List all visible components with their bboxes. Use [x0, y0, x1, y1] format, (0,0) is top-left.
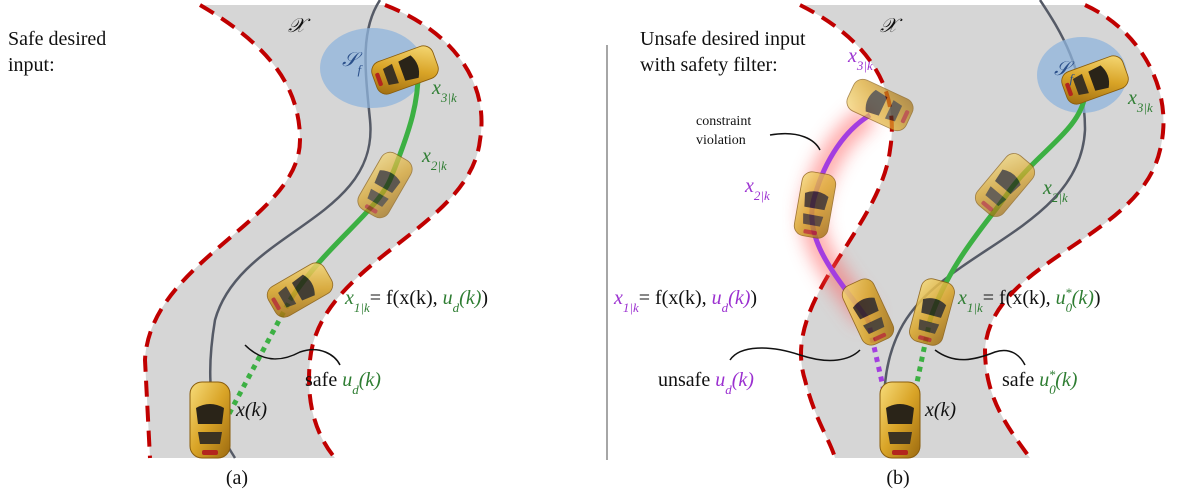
symbol: x — [421, 145, 431, 167]
superscript: * — [1049, 367, 1056, 382]
equation: = f(x(k), — [983, 287, 1056, 309]
equation: ) — [481, 287, 488, 309]
heading: input: — [8, 54, 55, 76]
subscript: 3|k — [1136, 100, 1153, 115]
subscript: 3|k — [440, 90, 457, 105]
state-label: x3|k — [431, 77, 457, 105]
subscript: 2|k — [431, 158, 447, 173]
road-boundary — [142, 3, 303, 459]
symbol: x — [1042, 177, 1052, 199]
caption: (b) — [886, 467, 909, 489]
subscript: d — [725, 382, 732, 397]
symbol: x — [1127, 87, 1137, 109]
input-arg: (k) — [1072, 287, 1095, 309]
state-equation: x1|k= f(x(k), u0*(k)) — [957, 285, 1101, 315]
input-note: safe u0*(k) — [1002, 367, 1078, 397]
prefix: safe — [305, 369, 342, 391]
input-note: safe ud(k) — [305, 369, 381, 397]
subscript: 1|k — [623, 300, 639, 315]
heading: Safe desired — [8, 28, 106, 50]
input: u — [712, 287, 722, 309]
subscript: 2|k — [754, 188, 770, 203]
state-equation: x1|k= f(x(k), ud(k)) — [344, 287, 488, 315]
prefix: unsafe — [658, 369, 715, 391]
input-note: unsafe ud(k) — [658, 369, 754, 397]
subscript: d — [722, 300, 729, 315]
subscript: 0 — [1049, 382, 1056, 397]
state-label: x2|k — [421, 145, 447, 173]
subscript: d — [453, 300, 460, 315]
input-arg: (k) — [1055, 369, 1078, 391]
input: u — [1056, 287, 1066, 309]
input: u — [342, 369, 352, 391]
symbol: x — [744, 175, 754, 197]
violation-note: violation — [696, 133, 746, 148]
state-label: x3|k — [1127, 87, 1153, 115]
symbol: x — [613, 287, 623, 309]
car — [879, 381, 921, 459]
subscript: 1|k — [354, 300, 370, 315]
prefix: safe — [1002, 369, 1039, 391]
input-arg: (k) — [459, 287, 482, 309]
trajectory-first-step — [212, 298, 293, 442]
state-label: x2|k — [744, 175, 770, 203]
violation-note: constraint — [696, 114, 751, 129]
subscript: 0 — [1066, 300, 1073, 315]
subscript: f — [357, 62, 363, 77]
input: u — [443, 287, 453, 309]
input-arg: (k) — [728, 287, 751, 309]
subscript: 1|k — [967, 300, 983, 315]
current-state: x(k) — [924, 399, 956, 421]
equation: = f(x(k), — [370, 287, 443, 309]
road — [145, 5, 482, 458]
equation: = f(x(k), — [639, 287, 712, 309]
input: u — [715, 369, 725, 391]
input: u — [1039, 369, 1049, 391]
state-label: x2|k — [1042, 177, 1068, 205]
road-boundary — [307, 3, 484, 460]
car — [189, 381, 231, 459]
symbol: x — [344, 287, 354, 309]
state-equation: x1|k= f(x(k), ud(k)) — [613, 287, 757, 315]
callout-line — [729, 347, 861, 362]
state-label: x3|k — [847, 45, 873, 73]
road-boundary — [982, 3, 1166, 460]
equation: ) — [1094, 287, 1101, 309]
heading: Unsafe desired input — [640, 28, 806, 50]
input-arg: (k) — [732, 369, 755, 391]
caption: (a) — [226, 467, 248, 489]
subscript: 2|k — [1052, 190, 1068, 205]
equation: ) — [750, 287, 757, 309]
superscript: * — [1065, 285, 1072, 300]
symbol: x — [847, 45, 857, 67]
callout-line — [769, 133, 821, 151]
car — [792, 169, 838, 241]
input-arg: (k) — [359, 369, 382, 391]
current-state: x(k) — [235, 399, 267, 421]
callout-line — [244, 344, 341, 366]
heading: with safety filter: — [640, 54, 778, 76]
subscript: 3|k — [856, 58, 873, 73]
callout-line — [934, 349, 1026, 366]
symbol: x — [431, 77, 441, 99]
subscript: d — [352, 382, 359, 397]
symbol: x — [957, 287, 967, 309]
subscript: f — [1069, 71, 1075, 86]
